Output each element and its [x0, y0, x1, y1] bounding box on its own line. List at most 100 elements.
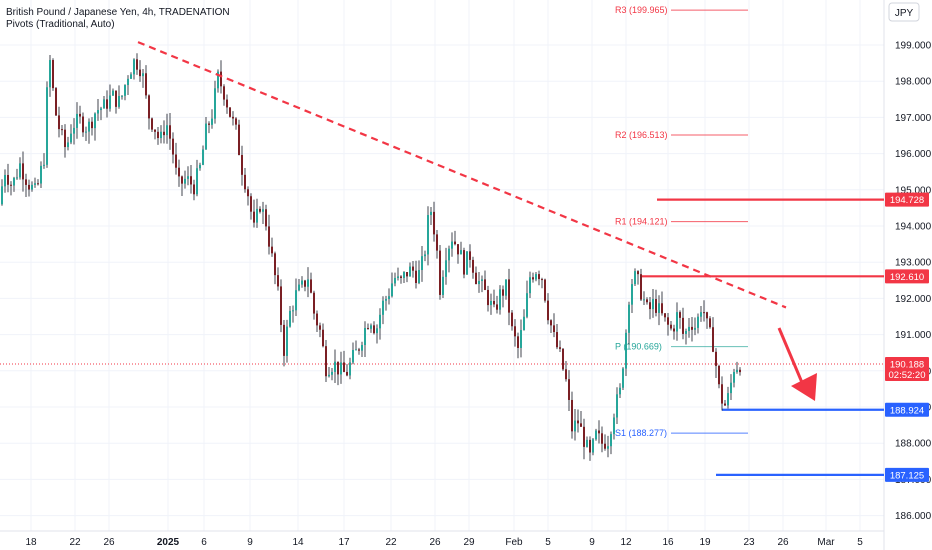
candle [31, 181, 33, 192]
chart-title: British Pound / Japanese Yen, 4h, TRADEN… [6, 7, 230, 18]
candle [34, 177, 36, 188]
candle [676, 302, 678, 341]
time-tick-label: 26 [429, 537, 441, 548]
candle [520, 319, 522, 358]
candle [325, 339, 327, 383]
candle [544, 278, 546, 303]
candle [268, 214, 270, 255]
candle [76, 102, 78, 139]
candle [739, 367, 741, 376]
time-tick-label: Feb [505, 537, 523, 548]
candle [319, 322, 321, 338]
resistance-price-tag: 192.610 [885, 269, 929, 284]
candle [448, 245, 450, 273]
candle [304, 279, 306, 292]
candle [616, 387, 618, 425]
candle [682, 307, 684, 340]
indicator-legend[interactable]: Pivots (Traditional, Auto) [6, 19, 115, 30]
candle [328, 366, 330, 378]
candle [229, 107, 231, 118]
candle [718, 364, 720, 389]
currency-button[interactable]: JPY [888, 2, 920, 22]
candle [40, 161, 42, 188]
candle [172, 132, 174, 164]
price-tick-label: 198.000 [895, 77, 932, 88]
candle [28, 179, 30, 197]
pivot-label-r3: R3 (199.965) [615, 5, 668, 15]
candle [655, 289, 657, 317]
time-tick-label: 26 [103, 537, 115, 548]
candle [361, 341, 363, 357]
countdown-text: 02:52:20 [889, 370, 926, 381]
price-tags: 194.728 192.610 188.924 187.125 190.18802:52… [885, 192, 929, 482]
candle [706, 311, 708, 329]
time-tick-label: 22 [69, 537, 81, 548]
candle [532, 272, 534, 283]
candle [70, 124, 72, 145]
candle [601, 426, 603, 453]
time-tick-label: 22 [385, 537, 397, 548]
candle [577, 409, 579, 433]
candle [208, 121, 210, 134]
candle [727, 386, 729, 409]
candle [124, 84, 126, 101]
candle [724, 400, 726, 406]
price-tick-label: 193.000 [895, 258, 932, 269]
candle [16, 168, 18, 180]
candle [382, 296, 384, 325]
candle [274, 251, 276, 285]
time-tick-label: 26 [777, 537, 789, 548]
candle [445, 247, 447, 285]
candle [166, 113, 168, 144]
candle [673, 324, 675, 340]
candle [394, 272, 396, 287]
candle [121, 95, 123, 100]
candle [586, 436, 588, 448]
candle [604, 434, 606, 451]
candle [109, 84, 111, 112]
pivot-label-r1: R1 (194.121) [615, 217, 668, 227]
candle [628, 301, 630, 345]
candle [25, 173, 27, 198]
candle [256, 198, 258, 228]
candle [43, 153, 45, 169]
time-tick-label: 9 [589, 537, 595, 548]
candle [607, 435, 609, 458]
candle [331, 368, 333, 381]
candle [679, 310, 681, 329]
candle [379, 308, 381, 340]
candle [622, 367, 624, 391]
candle [4, 169, 6, 193]
candle [145, 65, 147, 99]
candle [202, 145, 204, 166]
candle [481, 275, 483, 293]
candle [406, 272, 408, 283]
candle [685, 328, 687, 345]
candle [301, 276, 303, 288]
candle [661, 291, 663, 316]
candle [703, 300, 705, 322]
time-tick-label: 12 [620, 537, 632, 548]
candle [214, 80, 216, 124]
candle [487, 285, 489, 312]
candle [421, 246, 423, 282]
time-tick-label: 2025 [157, 537, 180, 548]
candle [322, 323, 324, 348]
candle [571, 391, 573, 439]
candle [211, 109, 213, 129]
candle [712, 317, 714, 353]
candle [475, 266, 477, 285]
candle [277, 267, 279, 291]
candle [472, 256, 474, 279]
candle [694, 317, 696, 336]
candle [88, 118, 90, 144]
candle [493, 289, 495, 308]
candle [514, 319, 516, 347]
grid-lines [0, 0, 884, 531]
candle [349, 357, 351, 380]
time-tick-label: 5 [545, 537, 551, 548]
candle [358, 347, 360, 355]
candle [589, 436, 591, 461]
